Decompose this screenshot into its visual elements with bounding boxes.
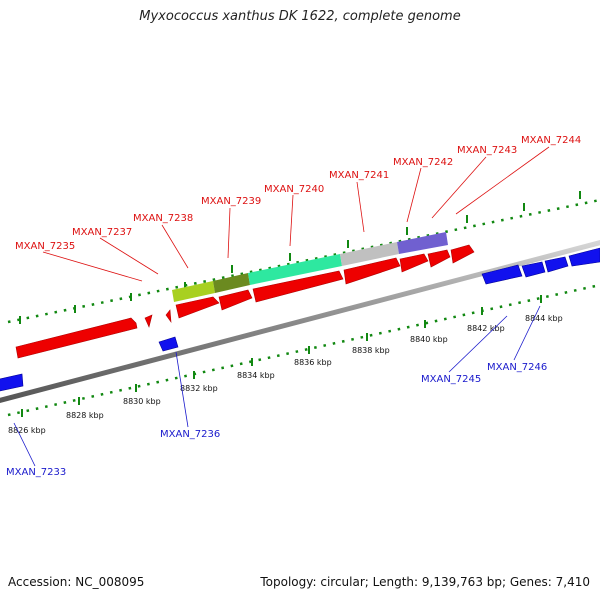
leader-mxan-7244 — [455, 146, 550, 215]
genome-backbone — [0, 240, 600, 403]
scale-label-8842: 8842 kbp — [467, 324, 505, 333]
gene-arrow-mxan-7246b[interactable] — [544, 256, 569, 273]
reverse-tick-track — [7, 283, 600, 417]
forward-gene-labels: MXAN_7235 MXAN_7237 MXAN_7238 MXAN_7239 … — [15, 135, 581, 282]
leader-mxan-7242 — [406, 167, 422, 223]
forward-genes — [15, 244, 475, 359]
gene-arrow-mxan-7239a[interactable] — [175, 296, 220, 319]
gene-arrow-mxan-7236[interactable] — [158, 336, 179, 352]
gene-arrow-mxan-7246a[interactable] — [521, 261, 546, 278]
scale-label-8836: 8836 kbp — [294, 358, 332, 367]
label-mxan-7235[interactable]: MXAN_7235 — [15, 241, 75, 252]
cluster-segment-1 — [172, 281, 215, 302]
accession-text: Accession: NC_008095 — [8, 575, 145, 589]
gene-arrow-mxan-7245[interactable] — [481, 264, 523, 285]
gene-arrow-mxan-7243[interactable] — [427, 249, 451, 268]
label-mxan-7242[interactable]: MXAN_7242 — [393, 157, 453, 168]
gene-arrow-mxan-7241[interactable] — [343, 257, 401, 285]
leader-mxan-7237 — [99, 237, 159, 275]
leader-mxan-7241 — [356, 181, 365, 233]
reverse-genes — [0, 247, 600, 392]
genome-summary-text: Topology: circular; Length: 9,139,763 bp… — [260, 575, 590, 589]
forward-tick-track — [7, 198, 600, 324]
leader-mxan-7239 — [227, 207, 231, 259]
cluster-segment-3 — [248, 254, 342, 285]
leader-mxan-7238 — [161, 224, 189, 269]
label-mxan-7243[interactable]: MXAN_7243 — [457, 145, 517, 156]
leader-mxan-7233 — [13, 422, 36, 467]
label-mxan-7246[interactable]: MXAN_7246 — [487, 362, 547, 373]
label-mxan-7241[interactable]: MXAN_7241 — [329, 170, 389, 181]
scale-label-8840: 8840 kbp — [410, 335, 448, 344]
label-mxan-7237[interactable]: MXAN_7237 — [72, 227, 132, 238]
cluster-segment-4 — [340, 242, 399, 266]
label-mxan-7238[interactable]: MXAN_7238 — [133, 213, 193, 224]
label-mxan-7233[interactable]: MXAN_7233 — [6, 467, 66, 478]
gene-arrow-mxan-7244[interactable] — [450, 244, 475, 264]
gene-cluster-band — [172, 232, 448, 302]
leader-mxan-7240 — [289, 194, 294, 247]
gene-arrow-mxan-7235[interactable] — [15, 317, 138, 359]
gene-arrow-mxan-7240[interactable] — [252, 270, 344, 303]
label-mxan-7244[interactable]: MXAN_7244 — [521, 135, 581, 146]
leader-mxan-7245 — [448, 315, 508, 373]
label-mxan-7236[interactable]: MXAN_7236 — [160, 429, 220, 440]
scale-label-8830: 8830 kbp — [123, 397, 161, 406]
gene-arrow-mxan-7242[interactable] — [399, 253, 429, 273]
forward-major-ticks — [19, 191, 581, 324]
label-mxan-7240[interactable]: MXAN_7240 — [264, 184, 324, 195]
leader-mxan-7243 — [431, 156, 487, 219]
cluster-segment-2 — [213, 273, 250, 293]
gene-arrow-mxan-7238[interactable] — [165, 309, 172, 324]
gene-arrow-mxan-7233[interactable] — [0, 373, 24, 392]
scale-label-8832: 8832 kbp — [180, 384, 218, 393]
scale-label-8828: 8828 kbp — [66, 411, 104, 420]
leader-mxan-7235 — [42, 251, 143, 282]
reverse-major-ticks — [21, 295, 542, 417]
leader-mxan-7246 — [513, 305, 541, 361]
gene-arrow-mxan-7237[interactable] — [144, 314, 153, 328]
scale-labels: 8826 kbp 8828 kbp 8830 kbp 8832 kbp 8834… — [8, 314, 563, 435]
gene-arrow-mxan-7239b[interactable] — [218, 289, 253, 311]
gene-arrow-mxan-7246c[interactable] — [568, 247, 600, 267]
label-mxan-7245[interactable]: MXAN_7245 — [421, 374, 481, 385]
scale-label-8844: 8844 kbp — [525, 314, 563, 323]
label-mxan-7239[interactable]: MXAN_7239 — [201, 196, 261, 207]
scale-label-8838: 8838 kbp — [352, 346, 390, 355]
reverse-gene-labels: MXAN_7233 MXAN_7236 MXAN_7245 MXAN_7246 — [6, 305, 547, 478]
cluster-segment-5 — [397, 232, 448, 254]
scale-label-8834: 8834 kbp — [237, 371, 275, 380]
genome-title: Myxococcus xanthus DK 1622, complete gen… — [139, 9, 461, 24]
scale-label-8826: 8826 kbp — [8, 426, 46, 435]
leader-mxan-7236 — [175, 351, 189, 428]
